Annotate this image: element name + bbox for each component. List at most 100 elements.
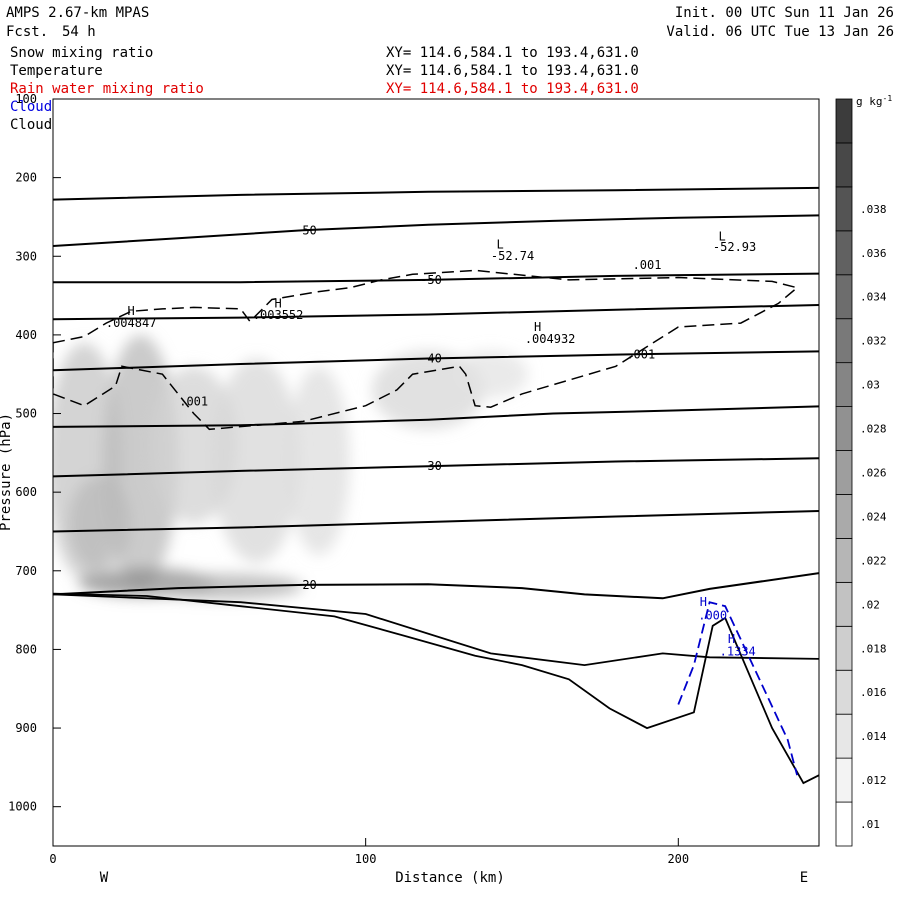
- y-tick-label: 300: [15, 249, 37, 263]
- colorbar-tick-label: .032: [860, 335, 887, 348]
- colorbar-tick-label: .01: [860, 818, 880, 831]
- legend-field-name: Snow mixing ratio: [10, 45, 153, 61]
- contour-label: -20: [295, 578, 317, 592]
- annotation-label: H: [128, 304, 135, 318]
- annotation-label: .000: [698, 609, 727, 623]
- legend-field-xy: XY= 114.6,584.1 to 193.4,631.0: [386, 63, 639, 79]
- contour-label: -40: [420, 351, 442, 365]
- terrain-line: [53, 592, 819, 785]
- y-tick-label: 500: [15, 407, 37, 421]
- model-title: AMPS 2.67-km MPAS: [6, 5, 149, 21]
- annotation-label: .001: [179, 395, 208, 409]
- init-time: Init. 00 UTC Sun 11 Jan 26: [675, 5, 894, 21]
- colorbar-cell: [835, 318, 853, 364]
- x-axis-label: Distance (km): [395, 870, 505, 886]
- colorbar-cell: [835, 581, 853, 627]
- x-tick-label: 0: [49, 852, 56, 866]
- snow-blob: [68, 476, 132, 571]
- annotation-label: L: [718, 230, 725, 244]
- legend-field-xy: XY= 114.6,584.1 to 193.4,631.0: [386, 81, 639, 97]
- annotation-label: H: [700, 595, 707, 609]
- temperature-contour: [53, 214, 819, 247]
- y-axis: 100 200 300 400 500 600 700 800 900 1000: [8, 92, 61, 814]
- east-label: E: [800, 870, 808, 886]
- colorbar-cell: [835, 757, 853, 803]
- snow-shading: [53, 334, 529, 600]
- annotation-label: L: [496, 237, 503, 251]
- y-tick-label: 600: [15, 485, 37, 499]
- colorbar-tick-label: .02: [860, 598, 880, 611]
- west-label: W: [100, 870, 109, 886]
- colorbar-cells: [835, 98, 853, 847]
- annotation-label: H: [728, 632, 735, 646]
- legend-field-name: Temperature: [10, 63, 103, 79]
- temperature-contour: [53, 272, 819, 284]
- annotation-label: .003552: [253, 308, 304, 322]
- annotation-label: H: [274, 296, 281, 310]
- y-tick-label: 400: [15, 328, 37, 342]
- x-axis: 0 100 200: [49, 838, 689, 866]
- colorbar-tick-label: .014: [860, 730, 887, 743]
- y-tick-label: 700: [15, 564, 37, 578]
- y-tick-label: 200: [15, 171, 37, 185]
- colorbar-tick-label: .038: [860, 203, 887, 216]
- y-tick-label: 1000: [8, 800, 37, 814]
- snow-blob: [212, 358, 300, 563]
- y-tick-label: 100: [15, 92, 37, 106]
- colorbar-cell: [835, 186, 853, 232]
- colorbar-cell: [835, 98, 853, 144]
- colorbar-cell: [835, 362, 853, 407]
- legend-field-name: Rain water mixing ratio: [10, 81, 204, 97]
- colorbar-cell: [835, 801, 853, 847]
- colorbar-cell: [835, 669, 853, 715]
- colorbar-unit-text: g kg: [856, 95, 883, 108]
- colorbar-cell: [835, 450, 853, 495]
- colorbar-tick-label: .034: [860, 291, 887, 304]
- annotation-label: .004932: [525, 332, 576, 346]
- temperature-contour: [53, 350, 819, 372]
- contour-label: -50: [295, 223, 317, 237]
- annotation-label: -52.74: [491, 249, 534, 263]
- annotation-label: H: [534, 320, 541, 334]
- snow-blob: [453, 350, 529, 398]
- colorbar-tick-label: .028: [860, 423, 887, 436]
- y-tick-label: 800: [15, 642, 37, 656]
- legend-field-xy: XY= 114.6,584.1 to 193.4,631.0: [386, 45, 639, 61]
- colorbar-tick-label: .026: [860, 467, 887, 480]
- colorbar-cell: [835, 494, 853, 539]
- annotation-label: .004847: [106, 316, 157, 330]
- contour-label: -50: [420, 273, 442, 287]
- colorbar: g kg-1 .01 .012 .014 .016 .018 .02 .022 .024 .02…: [835, 94, 892, 847]
- contours: [53, 186, 819, 785]
- plot-area: -50-50-40-30-20H.004847H.003552L-52.74L-…: [0, 92, 820, 886]
- annotation-label: .1334: [720, 645, 756, 659]
- colorbar-tick-label: .036: [860, 247, 887, 260]
- annotations: -50-50-40-30-20H.004847H.003552L-52.74L-…: [106, 223, 756, 658]
- annotation-label: .001: [633, 258, 662, 272]
- colorbar-tick-label: .018: [860, 642, 887, 655]
- colorbar-cell: [835, 142, 853, 188]
- contour-label: -30: [420, 459, 442, 473]
- temperature-contour: [53, 572, 819, 600]
- temperature-contour: [53, 304, 819, 321]
- temperature-contour: [53, 510, 819, 533]
- temperature-contour: [53, 457, 819, 478]
- colorbar-tick-label: .016: [860, 686, 887, 699]
- annotation-label: .001: [626, 347, 655, 361]
- x-tick-label: 100: [355, 852, 377, 866]
- fcst-value: 54 h: [62, 24, 96, 40]
- colorbar-unit-exponent: -1: [883, 94, 893, 103]
- colorbar-cell: [835, 713, 853, 759]
- colorbar-cell: [835, 538, 853, 583]
- y-axis-label: Pressure (hPa): [0, 413, 14, 531]
- colorbar-unit: g kg-1: [856, 94, 892, 108]
- colorbar-cell: [835, 230, 853, 276]
- cloud-ice-contour: [53, 269, 799, 431]
- valid-time: Valid. 06 UTC Tue 13 Jan 26: [666, 24, 894, 40]
- fcst-label: Fcst.: [6, 24, 48, 40]
- surface-contour: [53, 593, 819, 667]
- colorbar-tick-label: .012: [860, 774, 887, 787]
- x-tick-label: 200: [667, 852, 689, 866]
- colorbar-cell: [835, 625, 853, 671]
